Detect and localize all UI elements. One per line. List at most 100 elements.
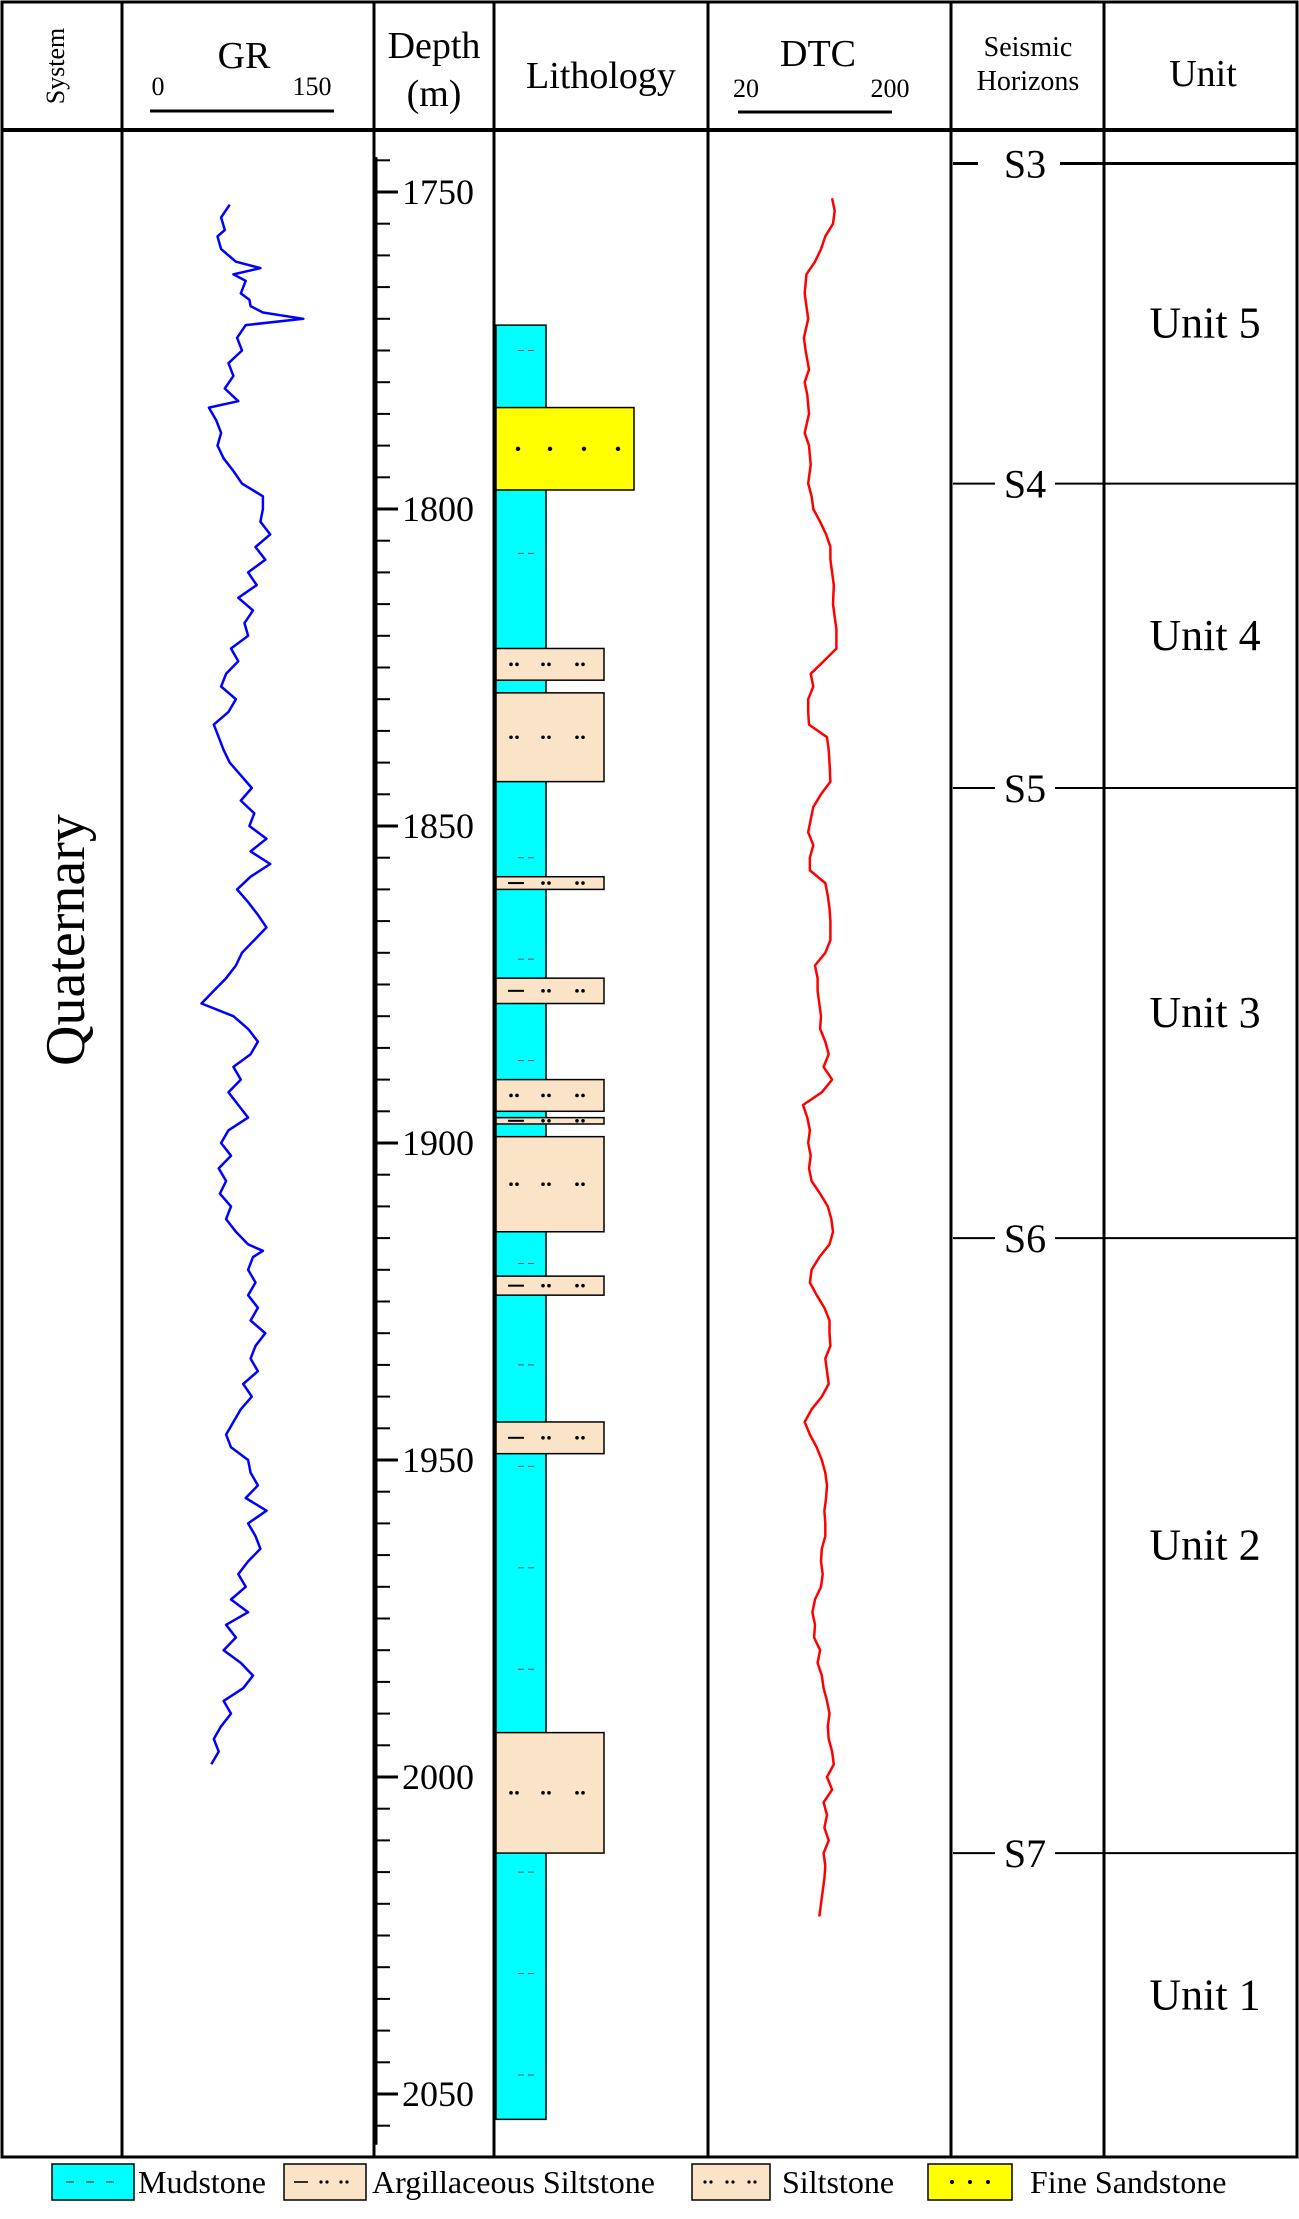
legend-silt-dot	[339, 2180, 343, 2184]
legend-silt-dot	[725, 2180, 729, 2184]
silt-dot	[575, 1791, 579, 1795]
dtc-track	[801, 198, 838, 1917]
depth-tick-label: 2050	[402, 2074, 474, 2114]
silt-dot	[541, 1182, 545, 1187]
legend-silt-dot	[703, 2180, 707, 2184]
depth-axis: 1750 1800 1850 1900 1950 2000 2050	[374, 157, 474, 2145]
silt-dot	[581, 1436, 585, 1440]
system-name: Quaternary	[35, 814, 97, 1066]
silt-dot	[575, 881, 579, 885]
silt-dot	[541, 1119, 545, 1123]
unit-label: Unit 2	[1149, 1521, 1260, 1570]
silt-dot	[575, 735, 579, 740]
header-dtc-label: DTC	[780, 33, 856, 75]
silt-dot	[575, 989, 579, 993]
gr-curve	[200, 203, 305, 1765]
silt-dot	[541, 881, 545, 885]
silt-dot	[541, 1436, 545, 1440]
silt-dot	[509, 1182, 513, 1187]
horizon-label-s6: S6	[1004, 1216, 1046, 1261]
silt-dot	[547, 1283, 551, 1288]
silt-dot	[547, 1182, 551, 1187]
header-dtc-max: 200	[871, 74, 910, 103]
silt-dot	[547, 735, 551, 740]
silt-dot	[547, 989, 551, 993]
header-dtc-min: 20	[733, 74, 759, 103]
depth-tick-label: 1900	[402, 1123, 474, 1163]
silt-dot	[581, 662, 585, 667]
legend-sand-dot	[950, 2180, 954, 2184]
header-gr-max: 150	[293, 72, 332, 101]
silt-dot	[581, 735, 585, 740]
legend-silt-dot	[747, 2180, 751, 2184]
silt-dot	[509, 1093, 513, 1098]
silt-dot	[547, 1119, 551, 1123]
legend-label-argillaceous-siltstone: Argillaceous Siltstone	[372, 2164, 655, 2200]
sand-dot	[615, 446, 621, 451]
silt-dot	[547, 662, 551, 667]
silt-dot	[515, 1182, 519, 1187]
unit-label: Unit 5	[1149, 299, 1260, 348]
silt-dot	[509, 735, 513, 740]
depth-tick-label: 1800	[402, 489, 474, 529]
header-lithology: Lithology	[526, 55, 676, 97]
silt-dot	[515, 1093, 519, 1098]
silt-dot	[509, 1791, 513, 1795]
log-frame	[0, 0, 1299, 2159]
legend-silt-dot	[753, 2180, 757, 2184]
silt-dot	[575, 662, 579, 667]
depth-tick-label: 1750	[402, 172, 474, 212]
silt-dot	[581, 989, 585, 993]
silt-dot	[575, 1182, 579, 1187]
legend-silt-dot	[709, 2180, 713, 2184]
header-depth-line1: Depth	[388, 25, 481, 67]
horizon-label-s4: S4	[1004, 462, 1046, 507]
horizon-label-s7: S7	[1004, 1831, 1046, 1876]
silt-dot	[541, 735, 545, 740]
seismic-horizons: S3 S4 S5 S6 S7	[953, 141, 1297, 1876]
legend: Mudstone Argillaceous Siltstone Siltstone F…	[51, 2163, 1226, 2201]
silt-dot	[575, 1436, 579, 1440]
silt-dot	[547, 881, 551, 885]
sand-dot	[581, 446, 587, 451]
silt-dot	[581, 1791, 585, 1795]
column-separators	[120, 2, 1106, 2157]
horizon-label-s3: S3	[1004, 141, 1046, 186]
header-gr-label: GR	[218, 35, 271, 77]
silt-dot	[581, 1119, 585, 1123]
silt-dot	[581, 1283, 585, 1288]
legend-sand-dot	[986, 2180, 990, 2184]
silt-dot	[581, 881, 585, 885]
silt-dot	[581, 1182, 585, 1187]
depth-tick-label: 1850	[402, 806, 474, 846]
depth-tick-label: 1950	[402, 1440, 474, 1480]
silt-dot	[541, 989, 545, 993]
sand-dot	[547, 446, 553, 451]
silt-dot	[575, 1283, 579, 1288]
header-system: System	[41, 28, 70, 105]
legend-silt-dot	[731, 2180, 735, 2184]
units-column: Unit 5 Unit 4 Unit 3 Unit 2 Unit 1	[1149, 299, 1260, 2020]
legend-label-mudstone: Mudstone	[138, 2164, 266, 2200]
silt-dot	[575, 1093, 579, 1098]
unit-label: Unit 3	[1149, 988, 1260, 1037]
legend-silt-dot	[319, 2180, 323, 2184]
silt-dot	[541, 1093, 545, 1098]
silt-dot	[581, 1093, 585, 1098]
horizon-label-s5: S5	[1004, 766, 1046, 811]
dtc-curve	[801, 198, 838, 1917]
legend-label-siltstone: Siltstone	[782, 2164, 894, 2200]
silt-dot	[509, 662, 513, 667]
header-unit: Unit	[1169, 53, 1237, 95]
silt-dot	[541, 1283, 545, 1288]
header: System GR 0 150 Depth (m) Lithology DTC …	[41, 25, 1237, 115]
gr-track	[200, 203, 305, 1765]
lithology-column	[495, 324, 635, 2121]
header-seismic-line1: Seismic	[984, 32, 1073, 63]
header-seismic-line2: Horizons	[977, 66, 1080, 97]
unit-label: Unit 4	[1149, 611, 1260, 660]
legend-label-fine-sandstone: Fine Sandstone	[1030, 2164, 1226, 2200]
silt-dot	[515, 735, 519, 740]
silt-dot	[547, 1436, 551, 1440]
